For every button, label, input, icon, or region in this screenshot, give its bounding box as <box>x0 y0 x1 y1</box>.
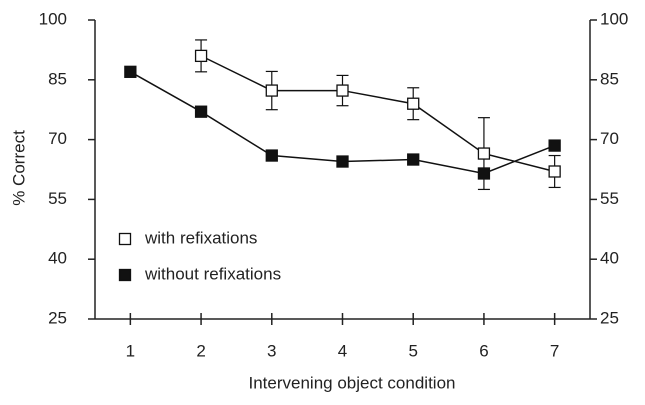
data-point <box>477 147 491 160</box>
y-tick-label: 100 <box>39 9 67 28</box>
data-point <box>194 105 208 118</box>
data-point <box>477 167 491 180</box>
legend-label: with refixations <box>144 228 257 247</box>
series-line <box>200 55 555 173</box>
data-point <box>336 84 349 97</box>
data-point <box>194 49 208 63</box>
data-point <box>407 97 420 110</box>
x-tick-label: 3 <box>267 341 276 360</box>
y-tick-label: 70 <box>48 129 67 148</box>
x-tick-label: 7 <box>550 341 559 360</box>
y2-tick-label: 25 <box>600 308 619 327</box>
y2-tick-label: 70 <box>600 129 619 148</box>
data-point <box>548 139 561 152</box>
legend-label: without refixations <box>144 264 281 283</box>
x-axis-label: Intervening object condition <box>249 373 456 392</box>
legend-marker <box>118 268 132 282</box>
y2-tick-label: 55 <box>600 189 619 208</box>
data-point <box>407 153 420 166</box>
y-tick-label: 40 <box>48 249 67 268</box>
y-tick-label: 25 <box>48 308 67 327</box>
legend-marker <box>118 232 132 246</box>
y-axis-label: % Correct <box>9 130 28 206</box>
y2-tick-label: 85 <box>600 69 619 88</box>
x-tick-label: 6 <box>479 341 488 360</box>
y2-tick-label: 40 <box>600 249 619 268</box>
x-tick-label: 1 <box>126 341 135 360</box>
y2-tick-label: 100 <box>600 9 628 28</box>
y-tick-label: 85 <box>48 69 67 88</box>
x-tick-label: 4 <box>338 341 347 360</box>
data-point <box>265 149 278 162</box>
data-point <box>124 65 137 78</box>
data-point <box>265 84 278 97</box>
x-tick-label: 5 <box>408 341 417 360</box>
y-tick-label: 55 <box>48 189 67 208</box>
x-tick-label: 2 <box>196 341 205 360</box>
data-point <box>548 165 561 178</box>
data-point <box>336 155 349 168</box>
